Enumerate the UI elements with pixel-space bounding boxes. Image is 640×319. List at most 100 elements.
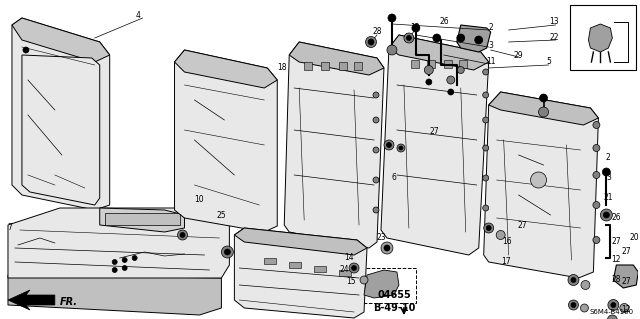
Circle shape bbox=[457, 34, 465, 42]
Text: 10: 10 bbox=[195, 196, 204, 204]
Text: 3: 3 bbox=[488, 41, 493, 49]
Circle shape bbox=[457, 66, 464, 73]
Circle shape bbox=[531, 172, 547, 188]
Circle shape bbox=[397, 144, 405, 152]
Text: 27: 27 bbox=[429, 128, 438, 137]
Text: FR.: FR. bbox=[60, 297, 78, 307]
Polygon shape bbox=[234, 228, 367, 255]
Polygon shape bbox=[588, 24, 612, 52]
Circle shape bbox=[384, 245, 390, 251]
Circle shape bbox=[412, 24, 420, 32]
Circle shape bbox=[373, 92, 379, 98]
Text: 14: 14 bbox=[344, 254, 354, 263]
Polygon shape bbox=[457, 25, 491, 52]
Text: 4: 4 bbox=[135, 11, 140, 19]
Circle shape bbox=[404, 33, 414, 43]
Bar bbox=[289, 262, 301, 268]
Polygon shape bbox=[12, 18, 109, 62]
Circle shape bbox=[406, 35, 412, 41]
Bar bbox=[105, 213, 179, 225]
Polygon shape bbox=[175, 50, 277, 88]
Circle shape bbox=[365, 36, 376, 48]
Circle shape bbox=[475, 36, 483, 44]
Bar bbox=[411, 60, 419, 68]
Circle shape bbox=[571, 302, 576, 308]
Text: 11: 11 bbox=[486, 57, 495, 66]
Text: 29: 29 bbox=[514, 50, 524, 60]
Text: 26: 26 bbox=[440, 18, 450, 26]
Text: 6: 6 bbox=[392, 174, 396, 182]
Text: 20: 20 bbox=[630, 234, 639, 242]
Text: 28: 28 bbox=[612, 276, 621, 285]
Circle shape bbox=[593, 172, 600, 179]
Circle shape bbox=[426, 79, 432, 85]
Circle shape bbox=[132, 256, 137, 261]
Polygon shape bbox=[22, 55, 100, 205]
Circle shape bbox=[112, 268, 117, 272]
Circle shape bbox=[23, 47, 29, 53]
Polygon shape bbox=[175, 50, 277, 232]
Text: B-49-10: B-49-10 bbox=[372, 303, 415, 313]
Text: 12: 12 bbox=[621, 306, 631, 315]
Circle shape bbox=[483, 92, 489, 98]
Text: 7: 7 bbox=[8, 224, 12, 233]
Text: 15: 15 bbox=[346, 278, 356, 286]
Bar bbox=[339, 270, 351, 276]
Text: 26: 26 bbox=[612, 213, 621, 222]
Polygon shape bbox=[8, 290, 55, 310]
Polygon shape bbox=[284, 42, 384, 248]
Circle shape bbox=[373, 207, 379, 213]
Bar bbox=[459, 60, 467, 68]
Circle shape bbox=[593, 145, 600, 152]
Circle shape bbox=[540, 94, 548, 102]
Text: 21: 21 bbox=[604, 194, 613, 203]
Circle shape bbox=[225, 249, 230, 255]
Polygon shape bbox=[8, 208, 229, 278]
Circle shape bbox=[483, 117, 489, 123]
Polygon shape bbox=[484, 92, 598, 278]
Circle shape bbox=[486, 226, 491, 231]
Circle shape bbox=[373, 117, 379, 123]
Text: 04655: 04655 bbox=[377, 290, 411, 300]
Circle shape bbox=[122, 265, 127, 271]
Text: 27: 27 bbox=[612, 238, 621, 247]
Text: 27: 27 bbox=[621, 278, 631, 286]
Circle shape bbox=[387, 143, 392, 147]
Text: 5: 5 bbox=[546, 57, 551, 66]
Text: 28: 28 bbox=[372, 27, 381, 36]
Circle shape bbox=[483, 145, 489, 151]
Circle shape bbox=[611, 302, 616, 308]
Circle shape bbox=[351, 265, 356, 271]
Circle shape bbox=[433, 34, 441, 42]
Circle shape bbox=[349, 263, 359, 273]
Text: 12: 12 bbox=[410, 24, 420, 33]
Bar bbox=[354, 62, 362, 70]
Text: 22: 22 bbox=[550, 33, 559, 42]
Polygon shape bbox=[389, 35, 489, 70]
Circle shape bbox=[581, 280, 590, 290]
Circle shape bbox=[604, 212, 609, 218]
Text: 25: 25 bbox=[216, 211, 226, 219]
Text: 12: 12 bbox=[612, 256, 621, 264]
Circle shape bbox=[538, 107, 548, 117]
Circle shape bbox=[360, 276, 368, 284]
Bar bbox=[444, 60, 452, 68]
Circle shape bbox=[483, 175, 489, 181]
Circle shape bbox=[112, 259, 117, 264]
Bar bbox=[361, 268, 416, 303]
Circle shape bbox=[381, 242, 393, 254]
Polygon shape bbox=[289, 42, 384, 75]
Circle shape bbox=[593, 122, 600, 129]
Text: 23: 23 bbox=[376, 234, 386, 242]
Text: 24: 24 bbox=[339, 265, 349, 275]
Circle shape bbox=[388, 14, 396, 22]
Circle shape bbox=[384, 140, 394, 150]
Circle shape bbox=[496, 231, 505, 240]
Circle shape bbox=[483, 205, 489, 211]
Text: 3: 3 bbox=[606, 174, 611, 182]
Bar bbox=[427, 60, 435, 68]
Circle shape bbox=[368, 39, 374, 45]
Bar bbox=[304, 62, 312, 70]
Circle shape bbox=[608, 300, 619, 310]
Polygon shape bbox=[489, 92, 598, 125]
